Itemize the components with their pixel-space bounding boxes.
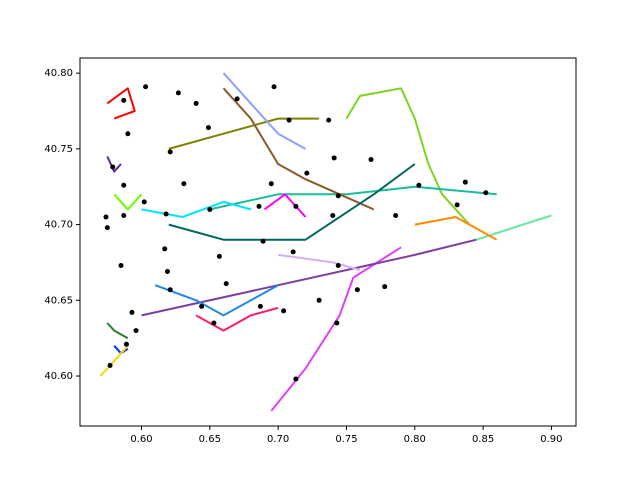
x-tick-label: 0.75 — [335, 434, 357, 445]
route-line — [106, 155, 122, 173]
point — [167, 149, 173, 155]
point — [331, 155, 337, 161]
point — [326, 117, 332, 123]
point — [163, 211, 169, 217]
point — [133, 328, 139, 334]
point — [260, 238, 266, 244]
point — [207, 206, 213, 212]
route-line — [475, 214, 552, 241]
point — [335, 262, 341, 268]
point — [129, 309, 135, 315]
route-line — [168, 163, 416, 241]
point — [416, 182, 422, 188]
point — [234, 96, 240, 102]
x-tick-label: 0.80 — [404, 434, 426, 445]
point — [125, 131, 131, 137]
route-line — [209, 185, 497, 211]
point — [104, 225, 110, 231]
point — [257, 303, 263, 309]
point — [121, 182, 127, 188]
point — [393, 212, 399, 218]
x-tick-label: 0.65 — [199, 434, 221, 445]
y-tick-label: 40.70 — [44, 220, 73, 231]
point — [199, 303, 205, 309]
y-tick-label: 40.80 — [44, 68, 73, 79]
route-line — [222, 87, 375, 211]
point — [205, 125, 211, 131]
route-line — [99, 345, 129, 377]
point — [121, 212, 127, 218]
point — [271, 84, 277, 90]
x-tick-label: 0.60 — [130, 434, 152, 445]
point — [211, 320, 217, 326]
point — [193, 100, 199, 106]
route-line — [168, 117, 320, 150]
x-tick-label: 0.70 — [267, 434, 289, 445]
point — [286, 117, 292, 123]
point — [167, 287, 173, 293]
point — [335, 193, 341, 199]
point — [330, 212, 336, 218]
point — [281, 308, 287, 314]
point — [382, 284, 388, 290]
point — [304, 170, 310, 176]
point — [164, 269, 170, 275]
point — [268, 181, 274, 187]
point — [103, 214, 109, 220]
route-line — [106, 87, 136, 120]
point — [118, 262, 124, 268]
route-line — [222, 72, 306, 150]
route-line — [277, 253, 361, 271]
route-line — [154, 284, 279, 317]
point — [368, 156, 374, 162]
point — [454, 202, 460, 208]
point — [216, 253, 222, 259]
point — [162, 246, 168, 252]
route-line — [106, 322, 129, 340]
point — [316, 297, 322, 303]
route-line — [113, 193, 143, 211]
route-line — [263, 193, 307, 218]
point — [110, 164, 116, 170]
x-tick-label: 0.90 — [540, 434, 562, 445]
point — [293, 203, 299, 209]
route-line — [141, 200, 252, 218]
route-line — [141, 238, 477, 317]
point — [462, 179, 468, 185]
point — [223, 281, 229, 287]
point — [181, 181, 187, 187]
point — [290, 249, 296, 255]
route-line — [414, 216, 498, 241]
point — [483, 190, 489, 196]
point — [123, 341, 129, 347]
point — [354, 287, 360, 293]
route-line — [345, 87, 471, 226]
y-tick-label: 40.60 — [44, 371, 73, 382]
x-tick-label: 0.85 — [472, 434, 494, 445]
y-tick-label: 40.65 — [44, 295, 73, 306]
plot-frame — [79, 57, 577, 427]
y-tick-label: 40.75 — [44, 144, 73, 155]
point — [143, 84, 149, 90]
route-line — [270, 246, 402, 412]
point — [334, 320, 340, 326]
point — [107, 362, 113, 368]
point — [121, 97, 127, 103]
point — [293, 376, 299, 382]
route-line — [195, 306, 279, 332]
point — [175, 90, 181, 96]
point — [256, 203, 262, 209]
point — [141, 199, 147, 205]
